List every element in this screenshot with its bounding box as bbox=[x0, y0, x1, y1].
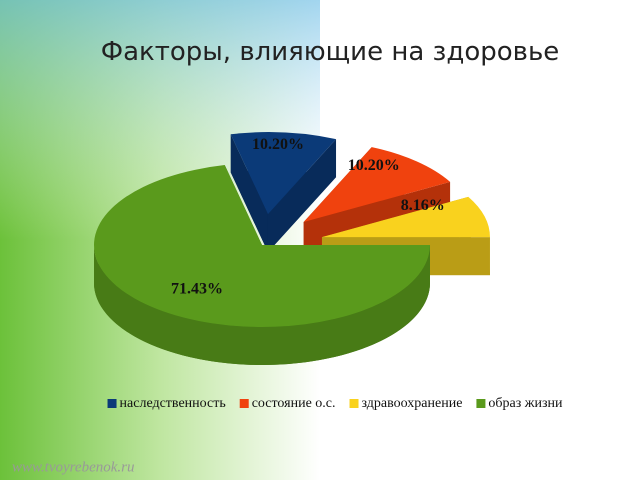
legend-swatch bbox=[349, 399, 359, 408]
legend-label: наследственность bbox=[120, 396, 226, 411]
data-label: 71.43% bbox=[171, 280, 223, 297]
legend-label: образ жизни bbox=[488, 396, 563, 411]
data-label: 10.20% bbox=[348, 157, 400, 174]
slice bbox=[303, 147, 451, 223]
chart-title: Факторы, влияющие на здоровье bbox=[101, 37, 560, 67]
slice-radial-wall bbox=[230, 134, 268, 253]
watermark: www.tvoyrebenok.ru bbox=[12, 459, 134, 475]
data-label: 10.20% bbox=[252, 136, 304, 153]
slice bbox=[321, 196, 490, 238]
data-label: 8.16% bbox=[401, 197, 445, 214]
legend-swatch bbox=[239, 399, 249, 408]
legend-label: здравоохранение bbox=[362, 396, 463, 411]
legend-swatch bbox=[476, 399, 486, 408]
legend-swatch bbox=[107, 399, 117, 408]
slice-outer-wall bbox=[94, 245, 430, 365]
legend: наследственность состояние о.с. здравоохра… bbox=[107, 396, 563, 411]
slice bbox=[93, 165, 431, 327]
slice bbox=[230, 132, 337, 215]
slice-radial-wall bbox=[267, 139, 337, 253]
legend-label: состояние о.с. bbox=[252, 396, 336, 411]
